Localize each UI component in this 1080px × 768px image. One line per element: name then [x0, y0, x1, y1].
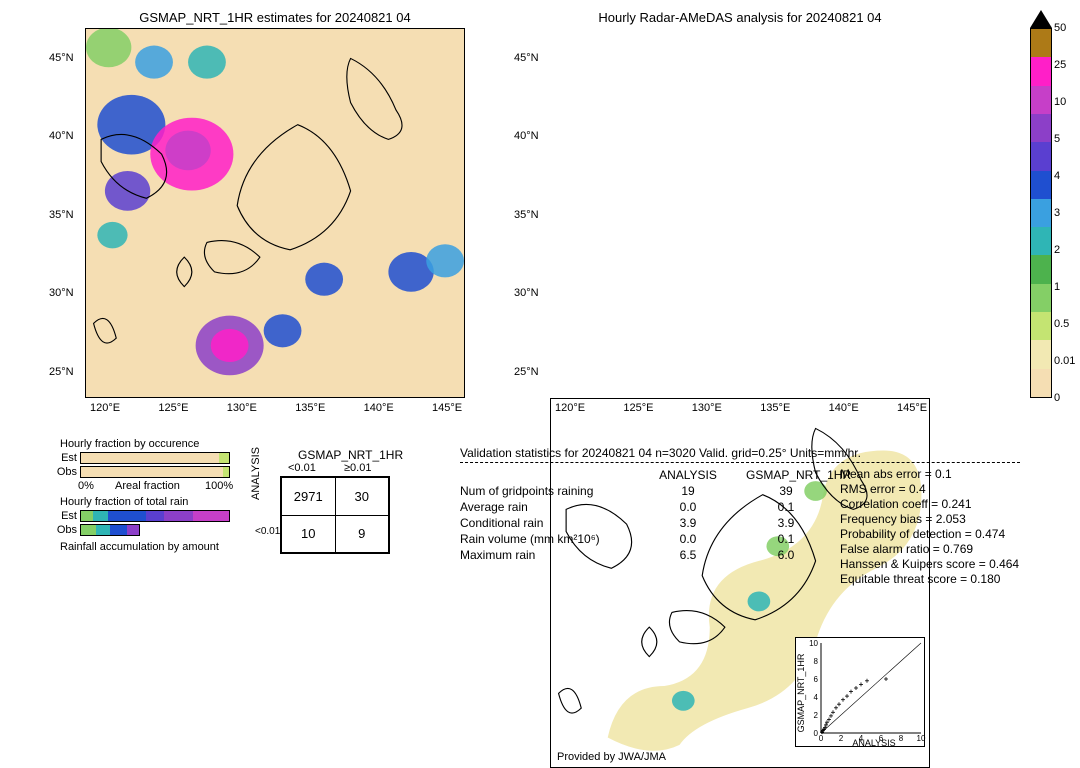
lat-tick-label: 45°N: [514, 52, 539, 64]
validation-metric: Mean abs error = 0.1: [840, 467, 1019, 481]
svg-text:2: 2: [814, 711, 819, 720]
lon-tick-label: 125°E: [623, 402, 653, 414]
ct-cell-10: 10: [281, 515, 335, 553]
ct-row-h2: <0.01: [255, 526, 280, 537]
validation-row: Num of gridpoints raining1939: [460, 484, 826, 498]
total-est-bar: Est: [80, 510, 230, 522]
lon-tick-label: 120°E: [555, 402, 585, 414]
ct-col-h1: <0.01: [288, 462, 316, 474]
svg-text:2: 2: [839, 734, 844, 743]
svg-text:0: 0: [819, 734, 824, 743]
colorbar: [1030, 28, 1052, 398]
colorbar-tick-label: 25: [1054, 59, 1078, 71]
lon-tick-label: 130°E: [692, 402, 722, 414]
left-map: [85, 28, 465, 398]
ct-col-h2: ≥0.01: [344, 462, 371, 474]
lat-tick-label: 40°N: [49, 130, 74, 142]
lat-tick-label: 35°N: [514, 209, 539, 221]
ct-cell-00: 2971: [281, 477, 335, 515]
colorbar-tick-label: 2: [1054, 244, 1078, 256]
occ-axis-caption: Areal fraction: [115, 480, 180, 492]
validation-metric: Probability of detection = 0.474: [840, 527, 1019, 541]
validation-right-block: Mean abs error = 0.1RMS error = 0.4Corre…: [840, 466, 1019, 587]
left-map-title: GSMAP_NRT_1HR estimates for 20240821 04: [85, 10, 465, 25]
lon-tick-label: 135°E: [295, 402, 325, 414]
validation-metric: False alarm ratio = 0.769: [840, 542, 1019, 556]
validation-metric: Hanssen & Kuipers score = 0.464: [840, 557, 1019, 571]
validation-header: Validation statistics for 20240821 04 n=…: [460, 446, 861, 460]
validation-row: Rain volume (mm km²10⁶)0.00.1: [460, 532, 826, 546]
occ-obs-bar: Obs: [80, 466, 230, 478]
svg-text:8: 8: [814, 657, 819, 666]
occ-axis-left: 0%: [78, 480, 94, 492]
hourly-fraction-occ-title: Hourly fraction by occurence: [60, 438, 199, 450]
validation-row: Average rain0.00.1: [460, 500, 826, 514]
colorbar-tick-label: 0.5: [1054, 318, 1078, 330]
lat-tick-label: 25°N: [514, 366, 539, 378]
colorbar-tick-label: 5: [1054, 133, 1078, 145]
lon-tick-label: 130°E: [227, 402, 257, 414]
validation-metric: Correlation coeff = 0.241: [840, 497, 1019, 511]
validation-metric: Frequency bias = 2.053: [840, 512, 1019, 526]
validation-left-block: ANALYSISGSMAP_NRT_1HR Num of gridpoints …: [460, 466, 826, 564]
svg-text:6: 6: [814, 675, 819, 684]
ct-col-title: GSMAP_NRT_1HR: [298, 448, 403, 462]
lat-tick-label: 45°N: [49, 52, 74, 64]
lon-tick-label: 140°E: [829, 402, 859, 414]
colorbar-tick-label: 50: [1054, 22, 1078, 34]
lat-tick-label: 30°N: [514, 287, 539, 299]
ct-cell-01: 30: [335, 477, 389, 515]
left-map-content: [86, 29, 464, 397]
svg-text:ANALYSIS: ANALYSIS: [852, 738, 895, 748]
validation-row: Maximum rain6.56.0: [460, 548, 826, 562]
right-map-title: Hourly Radar-AMeDAS analysis for 2024082…: [550, 10, 930, 25]
colorbar-tick-label: 10: [1054, 96, 1078, 108]
svg-text:8: 8: [899, 734, 904, 743]
ct-cell-11: 9: [335, 515, 389, 553]
svg-text:0: 0: [814, 729, 819, 738]
dash-line: [460, 462, 1020, 463]
colorbar-tick-label: 0: [1054, 392, 1078, 404]
lat-tick-label: 40°N: [514, 130, 539, 142]
lat-tick-label: 25°N: [49, 366, 74, 378]
scatter-inset: 0246810 0246810 ANALYSIS GSMAP_NRT_1HR: [795, 637, 925, 747]
svg-text:GSMAP_NRT_1HR: GSMAP_NRT_1HR: [796, 653, 806, 732]
validation-metric: Equitable threat score = 0.180: [840, 572, 1019, 586]
svg-text:10: 10: [809, 639, 818, 648]
total-obs-bar: Obs: [80, 524, 140, 536]
occ-est-bar: Est: [80, 452, 230, 464]
lon-tick-label: 125°E: [158, 402, 188, 414]
validation-metric: RMS error = 0.4: [840, 482, 1019, 496]
lon-tick-label: 145°E: [897, 402, 927, 414]
svg-text:10: 10: [917, 734, 926, 743]
colorbar-tick-label: 0.01: [1054, 355, 1078, 367]
ct-row-title: ANALYSIS: [250, 447, 262, 500]
colorbar-tick-label: 1: [1054, 281, 1078, 293]
lon-tick-label: 135°E: [760, 402, 790, 414]
colorbar-overflow-icon: [1030, 10, 1052, 28]
lon-tick-label: 140°E: [364, 402, 394, 414]
lon-tick-label: 120°E: [90, 402, 120, 414]
validation-row: Conditional rain3.93.9: [460, 516, 826, 530]
hourly-fraction-total-title: Hourly fraction of total rain: [60, 496, 188, 508]
lat-tick-label: 35°N: [49, 209, 74, 221]
contingency-table: 297130 109: [280, 476, 390, 554]
lat-tick-label: 30°N: [49, 287, 74, 299]
rainfall-accum-label: Rainfall accumulation by amount: [60, 541, 219, 553]
occ-axis-right: 100%: [205, 480, 233, 492]
svg-text:4: 4: [814, 693, 819, 702]
colorbar-tick-label: 3: [1054, 207, 1078, 219]
attribution-label: Provided by JWA/JMA: [557, 751, 666, 763]
lon-tick-label: 145°E: [432, 402, 462, 414]
colorbar-tick-label: 4: [1054, 170, 1078, 182]
